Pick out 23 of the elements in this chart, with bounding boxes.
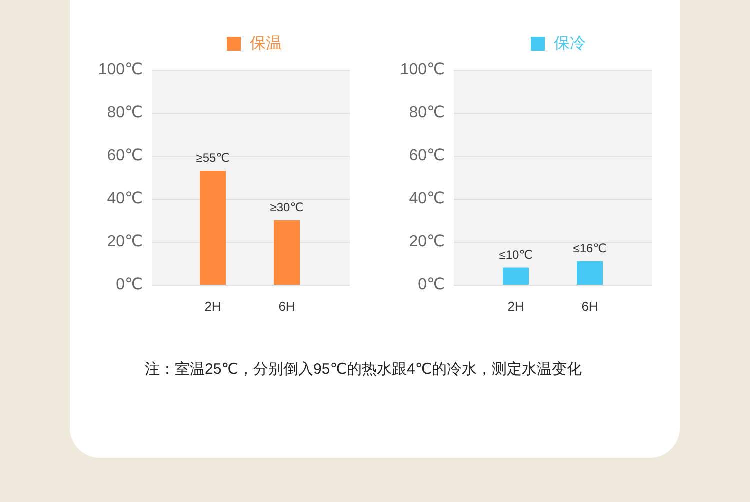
data-label: ≥55℃ [196, 151, 230, 166]
y-tick-label: 80℃ [107, 104, 143, 122]
y-tick-label: 20℃ [409, 234, 445, 250]
x-tick-label: 6H [582, 299, 598, 314]
x-tick-label: 2H [508, 299, 524, 314]
data-label: ≤16℃ [573, 241, 607, 256]
y-tick-label: 100℃ [98, 62, 143, 78]
y-tick-label: 60℃ [107, 148, 143, 164]
legend-label: 保冷 [554, 36, 586, 52]
text: 注：室温25℃，分别倒入95℃的热水跟4℃的冷水，测定水温变化 [145, 360, 582, 380]
x-tick-label: 6H [278, 299, 296, 314]
y-tick-label: 100℃ [400, 62, 445, 78]
data-label: ≥30℃ [270, 200, 304, 214]
y-tick-label: 0℃ [418, 276, 445, 294]
y-tick-label: 40℃ [409, 190, 445, 208]
y-tick-label: 0℃ [116, 276, 143, 294]
legend-label: 保温 [250, 36, 282, 52]
data-label: ≤10℃ [499, 248, 533, 262]
y-tick-label: 40℃ [107, 190, 143, 208]
x-tick-label: 2H [204, 299, 222, 314]
y-tick-label: 80℃ [409, 104, 445, 122]
y-tick-label: 20℃ [107, 234, 143, 250]
y-tick-label: 60℃ [409, 148, 445, 164]
